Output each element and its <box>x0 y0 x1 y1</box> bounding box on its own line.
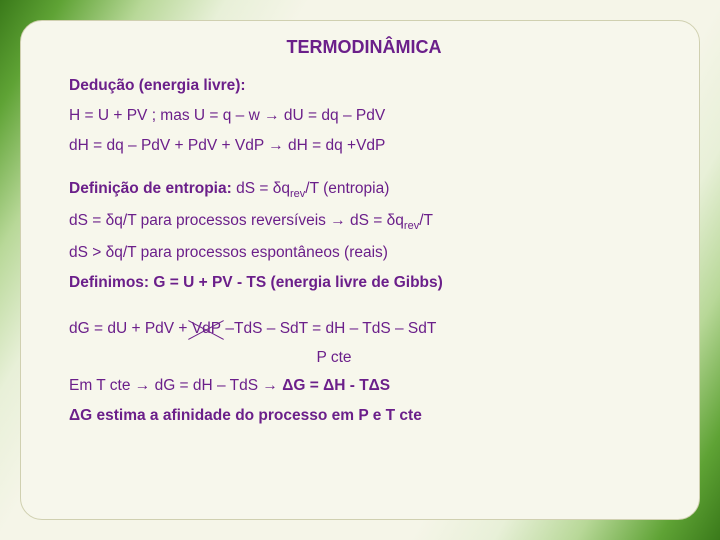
eq-text: q <box>395 212 404 229</box>
equation-reversible: dS = δq/T para processos reversíveis → d… <box>69 211 659 234</box>
eq-text: /T (entropia) <box>305 180 389 197</box>
eq-text: /T <box>419 212 433 229</box>
equation-irreversible: dS > δq/T para processos espontâneos (re… <box>69 243 659 264</box>
slide-title: TERMODINÂMICA <box>69 37 659 58</box>
equation-H-U: H = U + PV ; mas U = q – w → dU = dq – P… <box>69 106 659 127</box>
delta-symbol: δ <box>106 212 115 229</box>
subscript-rev: rev <box>290 188 305 200</box>
crossed-term: VdP <box>192 319 221 340</box>
arrow-icon: → <box>330 212 346 229</box>
eq-text: dS = <box>346 212 387 229</box>
eq-text: dU = dq – PdV <box>280 107 386 124</box>
eq-text: dH = dq – PdV + PdV + VdP <box>69 137 268 154</box>
gibbs-definition: Definimos: G = U + PV - TS (energia livr… <box>69 273 659 294</box>
eq-text: q/T para processos reversíveis <box>114 212 330 229</box>
eq-result: ΔG = ΔH - TΔS <box>278 377 390 394</box>
eq-text: –TdS – SdT = dH – TdS – SdT <box>221 320 436 337</box>
arrow-icon: → <box>264 107 280 124</box>
entropy-label: Definição de entropia: <box>69 180 232 197</box>
eq-text: dG = dH – TdS <box>150 377 262 394</box>
equation-dG: dG = dU + PdV + VdP –TdS – SdT = dH – Td… <box>69 319 659 340</box>
equation-dH: dH = dq – PdV + PdV + VdP → dH = dq +VdP <box>69 136 659 157</box>
eq-text: H = U + PV ; mas U = q – w <box>69 107 264 124</box>
section-heading-deduction: Dedução (energia livre): <box>69 76 659 97</box>
subscript-rev: rev <box>404 220 419 232</box>
slide-background: TERMODINÂMICA Dedução (energia livre): H… <box>0 0 720 540</box>
arrow-icon: → <box>135 377 151 394</box>
equation-T-constant: Em T cte → dG = dH – TdS → ΔG = ΔH - TΔS <box>69 376 659 397</box>
final-statement: ΔG estima a afinidade do processo em P e… <box>69 406 659 427</box>
entropy-definition: Definição de entropia: dS = δqrev/T (ent… <box>69 179 659 202</box>
eq-text: q <box>281 180 290 197</box>
eq-text: dS = <box>69 212 106 229</box>
eq-text: dS = <box>232 180 273 197</box>
eq-text: dH = dq +VdP <box>284 137 386 154</box>
delta-symbol: δ <box>387 212 396 229</box>
arrow-icon: → <box>268 137 284 154</box>
slide-panel: TERMODINÂMICA Dedução (energia livre): H… <box>20 20 700 520</box>
p-constant-label: P cte <box>9 349 659 367</box>
eq-text: Em T cte <box>69 377 135 394</box>
eq-text: dG = dU + PdV + <box>69 320 192 337</box>
arrow-icon: → <box>262 377 278 394</box>
